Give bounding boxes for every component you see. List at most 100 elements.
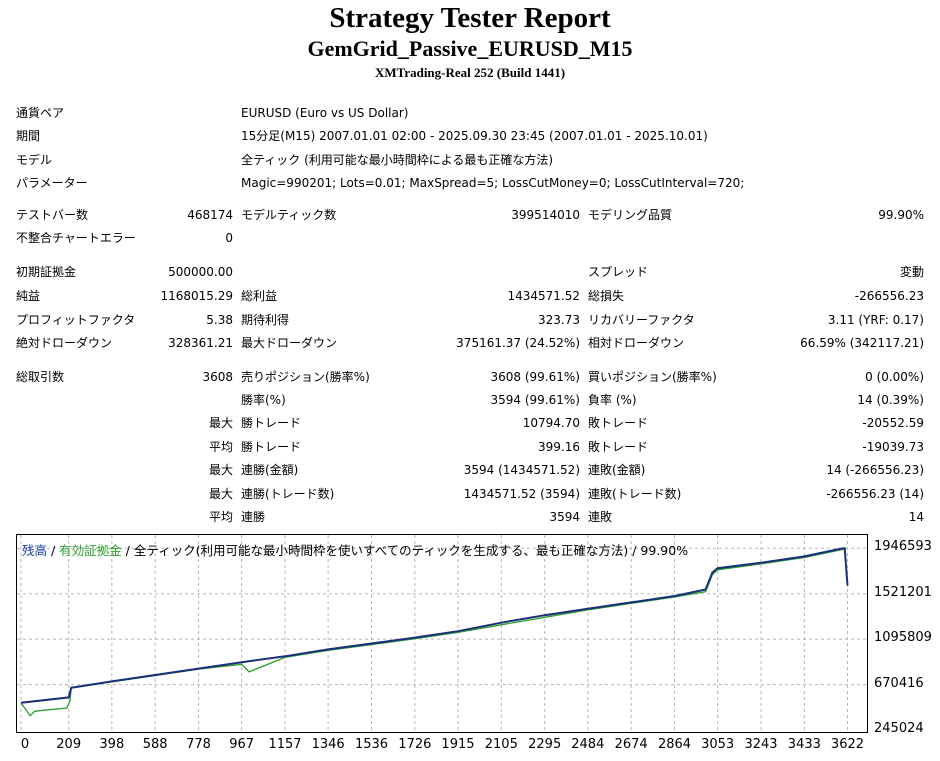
average-loss-label: 敗トレード — [588, 440, 649, 454]
x-tick-label: 1726 — [398, 737, 432, 752]
deposit-value: 500000.00 — [168, 265, 233, 279]
chart-legend: 残高 / 有効証拠金 / 全ティック(利用可能な最小時間枠を使いすべてのティック… — [22, 540, 688, 559]
x-tick-label: 3622 — [830, 737, 865, 752]
x-tick-label: 778 — [186, 737, 211, 752]
loss-rate-value: 14 (0.39%) — [857, 393, 924, 407]
profit-factor-value: 5.38 — [206, 313, 233, 327]
max-consec2-prefix: 最大 — [208, 487, 233, 501]
largest-loss-label: 敗トレード — [588, 416, 649, 430]
equity-line — [20, 548, 849, 717]
x-tick-label: 1346 — [311, 737, 345, 752]
y-tick-label: 245024 — [874, 721, 924, 736]
parameters-value: Magic=990201; Lots=0.01; MaxSpread=5; Lo… — [241, 176, 745, 190]
max-drawdown-label: 最大ドローダウン — [241, 336, 338, 350]
max-consec-prefix: 最大 — [208, 463, 233, 477]
expected-payoff-label: 期待利得 — [241, 313, 290, 327]
x-tick-label: 0 — [20, 737, 30, 752]
report-title: Strategy Tester Report — [329, 2, 611, 34]
ticks-value: 399514010 — [511, 208, 580, 222]
x-tick-label: 398 — [99, 737, 125, 752]
largest-prefix: 最大 — [208, 416, 233, 430]
bars-value: 468174 — [187, 208, 233, 222]
gross-profit-label: 総利益 — [241, 289, 278, 303]
y-tick-label: 1095809 — [874, 630, 932, 646]
rel-drawdown-value: 66.59% (342117.21) — [800, 336, 924, 350]
mismatch-label: 不整合チャートエラー — [16, 231, 136, 245]
model-label: モデル — [16, 153, 53, 167]
net-profit-label: 純益 — [16, 289, 41, 303]
largest-loss-value: -20552.59 — [862, 416, 924, 430]
short-positions-label: 売りポジション(勝率%) — [241, 370, 370, 384]
average-win-label: 勝トレード — [241, 440, 302, 454]
avg-consec-losses-value: 14 — [908, 510, 924, 524]
spread-value: 変動 — [899, 265, 924, 279]
x-tick-label: 3053 — [701, 737, 735, 752]
legend-separator: / — [121, 543, 134, 558]
max-consec-loss-value: -266556.23 (14) — [826, 487, 924, 501]
avg-consec-losses-label: 連敗 — [588, 510, 613, 524]
legend-separator: / — [47, 543, 60, 558]
avg-consec-prefix: 平均 — [208, 510, 233, 524]
period-value: 15分足(M15) 2007.01.01 02:00 - 2025.09.30 … — [241, 129, 708, 143]
x-tick-label: 2674 — [614, 737, 648, 752]
max-consec-wins-value: 3594 (1434571.52) — [463, 463, 580, 477]
bars-label: テストバー数 — [16, 208, 89, 222]
win-rate-value: 3594 (99.61%) — [490, 393, 580, 407]
avg-consec-wins-label: 連勝 — [241, 510, 266, 524]
gross-loss-value: -266556.23 — [854, 289, 924, 303]
deposit-label: 初期証拠金 — [16, 265, 77, 279]
abs-drawdown-value: 328361.21 — [168, 336, 233, 350]
equity-chart — [16, 534, 868, 733]
abs-drawdown-label: 絶対ドローダウン — [16, 336, 113, 350]
gross-profit-value: 1434571.52 — [507, 289, 580, 303]
max-consec-profit-value: 1434571.52 (3594) — [463, 487, 580, 501]
x-tick-label: 3433 — [787, 737, 821, 752]
server-info: XMTrading-Real 252 (Build 1441) — [374, 65, 566, 80]
x-tick-label: 1915 — [441, 737, 475, 752]
y-tick-label: 670416 — [874, 675, 924, 691]
y-tick-label: 1946593 — [874, 539, 932, 555]
x-tick-label: 967 — [229, 737, 255, 752]
legend-equity: 有効証拠金 — [59, 543, 122, 558]
x-tick-label: 588 — [142, 737, 168, 752]
mismatch-value: 0 — [225, 231, 233, 245]
win-rate-label: 勝率(%) — [241, 393, 286, 407]
quality-value: 99.90% — [878, 208, 924, 222]
recovery-factor-label: リカバリーファクタ — [588, 313, 695, 327]
x-tick-label: 3243 — [744, 737, 778, 752]
max-consec-loss-label: 連敗(トレード数) — [588, 487, 682, 501]
max-consec-losses-label: 連敗(金額) — [588, 463, 646, 477]
rel-drawdown-label: 相対ドローダウン — [588, 336, 685, 350]
max-consec-wins-label: 連勝(金額) — [241, 463, 299, 477]
largest-win-label: 勝トレード — [241, 416, 302, 430]
x-tick-label: 2295 — [528, 737, 562, 752]
long-positions-value: 0 (0.00%) — [865, 370, 924, 384]
spread-label: スプレッド — [588, 265, 649, 279]
avg-consec-wins-value: 3594 — [549, 510, 580, 524]
average-loss-value: -19039.73 — [862, 440, 924, 454]
x-tick-label: 2864 — [657, 737, 692, 752]
profit-factor-label: プロフィットファクタ — [16, 313, 136, 327]
symbol-label: 通貨ペア — [16, 106, 65, 120]
average-prefix: 平均 — [208, 440, 233, 454]
largest-win-value: 10794.70 — [522, 416, 580, 430]
equity-chart-plot — [17, 535, 867, 732]
short-positions-value: 3608 (99.61%) — [490, 370, 580, 384]
x-tick-label: 2105 — [484, 737, 518, 752]
report-subtitle: GemGrid_Passive_EURUSD_M15 — [307, 36, 633, 61]
legend-model-quality: 全ティック(利用可能な最小時間枠を使いすべてのティックを生成する、最も正確な方法… — [133, 543, 689, 558]
average-win-value: 399.16 — [538, 440, 580, 454]
total-trades-value: 3608 — [202, 370, 233, 384]
balance-line — [20, 547, 849, 704]
loss-rate-label: 負率 (%) — [588, 393, 637, 407]
recovery-factor-value: 3.11 (YRF: 0.17) — [827, 313, 924, 327]
max-drawdown-value: 375161.37 (24.52%) — [456, 336, 580, 350]
x-tick-label: 1157 — [268, 737, 302, 752]
gross-loss-label: 総損失 — [588, 289, 625, 303]
model-value: 全ティック (利用可能な最小時間枠による最も正確な方法) — [241, 153, 554, 167]
symbol-value: EURUSD (Euro vs US Dollar) — [241, 106, 409, 120]
x-tick-label: 2484 — [571, 737, 605, 752]
period-label: 期間 — [16, 129, 41, 143]
y-tick-label: 1521201 — [874, 584, 932, 600]
x-tick-label: 209 — [56, 737, 82, 752]
